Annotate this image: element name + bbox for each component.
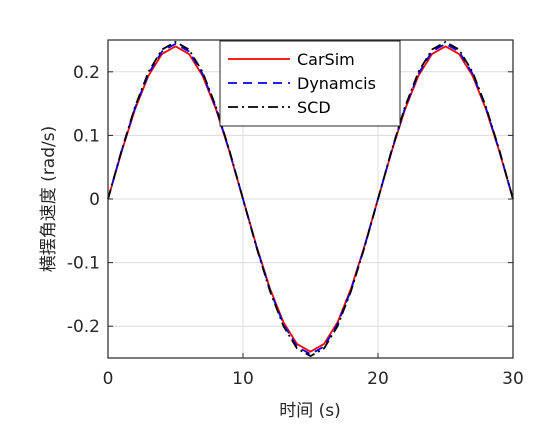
series-line-dynamcis xyxy=(107,42,514,356)
y-tick-labels: 0.2 0.1 0 -0.1 -0.2 xyxy=(67,63,100,337)
legend: CarSim Dynamcis SCD xyxy=(219,40,401,127)
series-line-carsim xyxy=(107,45,514,353)
series-lines xyxy=(107,40,514,358)
legend-label-scd: SCD xyxy=(297,98,331,117)
y-tick-label: -0.1 xyxy=(67,254,100,274)
x-tick-label: 10 xyxy=(232,369,254,389)
x-tick-label: 30 xyxy=(502,369,524,389)
y-tick-label: 0.1 xyxy=(73,126,100,146)
y-tick-label: 0 xyxy=(89,190,100,210)
y-axis-label: 横摆角速度 (rad/s) xyxy=(39,126,59,272)
y-tick-label: 0.2 xyxy=(73,63,100,83)
y-tick-label: -0.2 xyxy=(67,317,100,337)
x-axis-label: 时间 (s) xyxy=(279,401,341,421)
legend-label-dynamcis: Dynamcis xyxy=(297,74,376,93)
x-tick-labels: 0 10 20 30 xyxy=(103,369,524,389)
legend-label-carsim: CarSim xyxy=(297,50,355,69)
series-line-scd xyxy=(107,40,514,358)
x-tick-label: 0 xyxy=(103,369,114,389)
x-tick-label: 20 xyxy=(367,369,389,389)
